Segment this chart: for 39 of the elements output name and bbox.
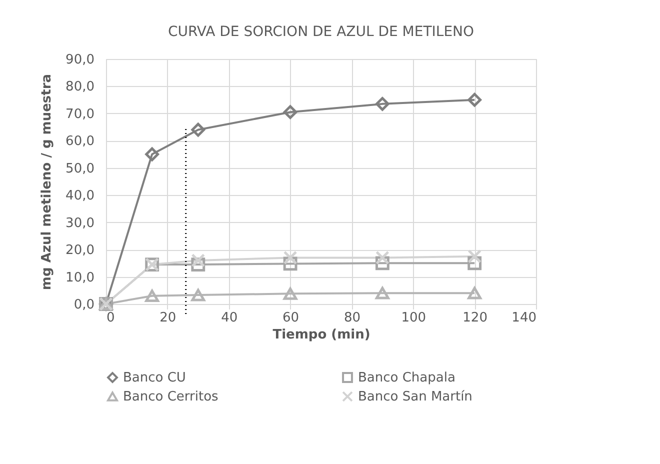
point [375,286,390,300]
chart-title: CURVA DE SORCION DE AZUL DE METILENO [168,24,474,40]
x-tick-label: 80 [344,310,360,326]
y-tick-label: 60,0 [66,134,94,150]
legend-label: Banco CU [123,370,186,386]
point [283,287,298,300]
y-tick-label: 40,0 [66,188,94,204]
point [468,249,482,264]
point [468,286,482,300]
x-tick-label: 40 [221,310,238,326]
y-tick-label: 70,0 [66,106,94,122]
x-tick-label: 60 [282,310,300,326]
legend-label: Banco Chapala [358,370,456,386]
point [191,122,206,137]
y-axis-title: mg Azul metileno / g muestra [40,74,55,290]
point [375,96,390,111]
x-tick-label: 100 [401,310,426,326]
y-tick-label: 90,0 [66,52,94,68]
y-tick-label: 30,0 [66,216,94,231]
x-tick-label: 120 [462,310,488,326]
legend-label: Banco San Martín [358,390,472,404]
x-axis-title: Tiempo (min) [272,328,370,342]
x-tick-label: 140 [512,310,536,326]
x-tick-label: 20 [160,310,176,326]
point [468,92,482,107]
y-tick-label: 80,0 [66,80,94,95]
y-tick-label: 50,0 [66,161,94,176]
point [191,288,206,302]
point [145,147,160,162]
point [191,253,206,268]
point [283,105,298,120]
legend-label: Banco Cerritos [123,390,219,404]
point [283,250,298,265]
point [375,250,390,265]
y-tick-label: 10,0 [66,270,94,286]
y-tick-label: 20,0 [66,243,94,258]
point [145,290,160,302]
y-tick-label: 0,0 [74,298,94,312]
x-tick-label: 0 [106,310,115,326]
